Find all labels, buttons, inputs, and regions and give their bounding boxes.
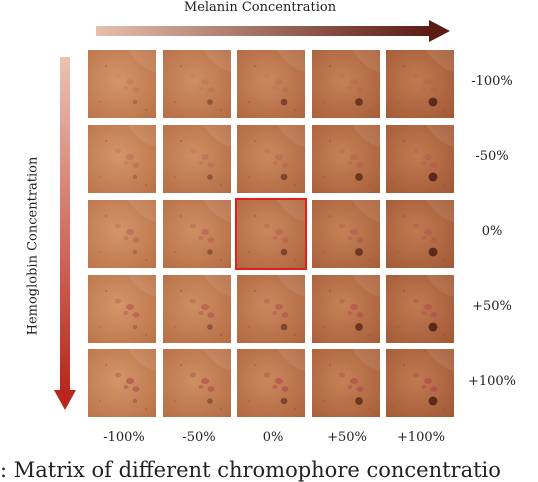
skin-patch-image <box>163 275 231 343</box>
skin-patch-image <box>386 200 454 268</box>
skin-patch-image <box>237 275 305 343</box>
skin-patch-image <box>237 349 305 417</box>
skin-patch-image <box>312 275 380 343</box>
skin-patch-image <box>312 200 380 268</box>
skin-patch-image <box>88 349 156 417</box>
skin-patch-image <box>312 50 380 118</box>
col-label-plus-50: +50% <box>327 430 367 445</box>
skin-patch-image <box>88 50 156 118</box>
skin-patch-image <box>163 125 231 193</box>
hemoglobin-axis-label: Hemoglobin Concentration <box>25 156 41 336</box>
figure-caption: : Matrix of different chromophore concen… <box>0 458 501 482</box>
col-label-zero: 0% <box>262 430 284 445</box>
skin-patch-image <box>163 200 231 268</box>
skin-patch-image <box>163 50 231 118</box>
skin-patch-image <box>237 50 305 118</box>
col-label-minus-50: -50% <box>182 430 216 445</box>
col-label-plus-100: +100% <box>396 430 446 445</box>
col-label-minus-100: -100% <box>103 430 145 445</box>
skin-patch-image <box>163 349 231 417</box>
row-label-melanin-minus-100: -100% <box>471 74 513 89</box>
skin-patch-image <box>88 125 156 193</box>
row-label-minus-50: -50% <box>475 149 509 164</box>
skin-patch-image <box>386 50 454 118</box>
skin-patch-image <box>386 349 454 417</box>
melanin-arrow <box>96 20 450 42</box>
row-label-plus-50: +50% <box>472 299 512 314</box>
melanin-axis-label: Melanin Concentration <box>183 0 337 15</box>
row-label-zero: 0% <box>481 224 503 239</box>
skin-patch-image <box>88 275 156 343</box>
hemoglobin-arrow <box>54 57 76 410</box>
skin-patch-image <box>312 125 380 193</box>
skin-patch-image <box>386 125 454 193</box>
skin-patch-image <box>235 198 307 270</box>
skin-patch-image <box>237 125 305 193</box>
row-label-plus-100: +100% <box>467 374 517 389</box>
skin-patch-image <box>88 200 156 268</box>
skin-patch-image <box>312 349 380 417</box>
skin-patch-image <box>386 275 454 343</box>
